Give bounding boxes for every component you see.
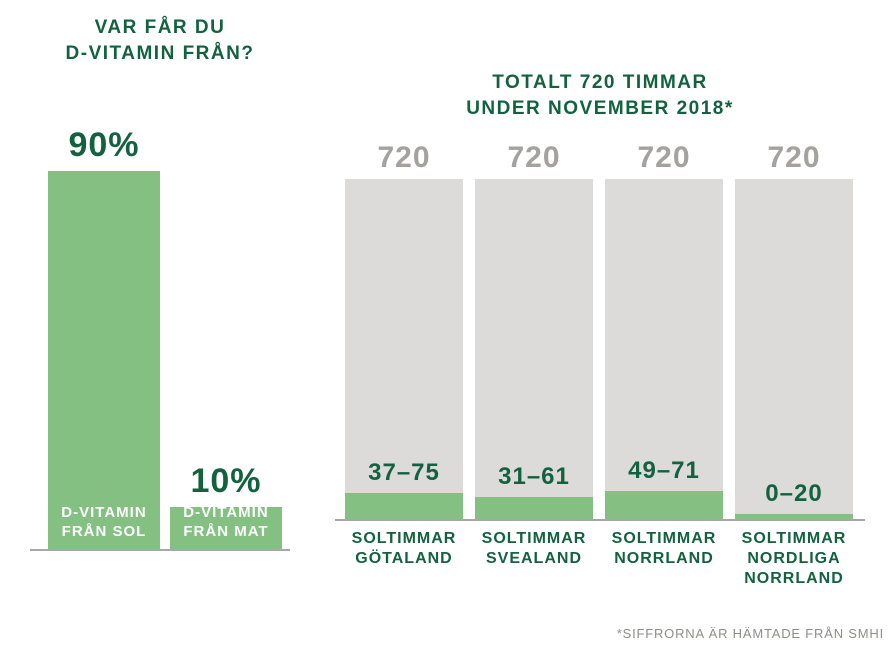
- left-chart-title: VAR FÅR DU D-VITAMIN FRÅN?: [30, 15, 290, 66]
- right-bar-norrland-total: 720: [605, 141, 723, 175]
- left-bar-sun-label-l1: D-VITAMIN: [61, 504, 146, 521]
- vitamin-d-source-chart: VAR FÅR DU D-VITAMIN FRÅN? 90% D-VITAMIN…: [30, 15, 290, 570]
- right-bar-norrland-value: 49–71: [605, 457, 723, 485]
- right-bar-gotaland-bg: 37–75: [345, 179, 463, 519]
- right-chart-xlabels: SOLTIMMAR GÖTALAND SOLTIMMAR SVEALAND SO…: [335, 529, 865, 599]
- left-bar-food-fill: D-VITAMIN FRÅN MAT: [170, 507, 282, 549]
- right-bar-norrland: 720 49–71: [605, 141, 723, 519]
- left-bar-food: 10% D-VITAMIN FRÅN MAT: [170, 462, 282, 549]
- left-bar-food-label: D-VITAMIN FRÅN MAT: [183, 504, 268, 542]
- left-bar-sun-label: D-VITAMIN FRÅN SOL: [61, 504, 146, 542]
- right-chart-title: TOTALT 720 TIMMAR UNDER NOVEMBER 2018*: [335, 70, 865, 121]
- right-bar-nordliga-total: 720: [735, 141, 853, 175]
- right-bar-svealand: 720 31–61: [475, 141, 593, 519]
- infographic-page: VAR FÅR DU D-VITAMIN FRÅN? 90% D-VITAMIN…: [0, 0, 892, 649]
- right-bar-norrland-bg: 49–71: [605, 179, 723, 519]
- left-title-line2: D-VITAMIN FRÅN?: [66, 43, 255, 64]
- left-chart-plot: 90% D-VITAMIN FRÅN SOL 10% D-VITAMIN FRÅ…: [30, 81, 290, 551]
- right-bar-nordliga-bg: 0–20: [735, 179, 853, 519]
- right-bar-gotaland: 720 37–75: [345, 141, 463, 519]
- right-xlabel-svealand: SOLTIMMAR SVEALAND: [475, 529, 593, 569]
- left-title-line1: VAR FÅR DU: [95, 17, 226, 38]
- sun-hours-chart: TOTALT 720 TIMMAR UNDER NOVEMBER 2018* 7…: [335, 70, 865, 630]
- footnote: *SIFFRORNA ÄR HÄMTADE FRÅN SMHI: [617, 626, 884, 641]
- right-bar-norrland-fill: [605, 491, 723, 519]
- right-title-line1: TOTALT 720 TIMMAR: [492, 72, 708, 93]
- left-bar-sun-fill: D-VITAMIN FRÅN SOL: [48, 171, 160, 549]
- right-bar-nordliga-norrland: 720 0–20: [735, 141, 853, 519]
- right-xlabel-norrland: SOLTIMMAR NORRLAND: [605, 529, 723, 569]
- left-bar-sun: 90% D-VITAMIN FRÅN SOL: [48, 126, 160, 549]
- right-bar-gotaland-value: 37–75: [345, 459, 463, 487]
- right-bar-svealand-total: 720: [475, 141, 593, 175]
- left-bar-sun-value: 90%: [48, 126, 160, 165]
- right-chart-plot: 720 37–75 720 31–61 720 49–71: [335, 141, 865, 521]
- right-xlabel-gotaland: SOLTIMMAR GÖTALAND: [345, 529, 463, 569]
- right-bar-svealand-value: 31–61: [475, 463, 593, 491]
- right-bar-nordliga-value: 0–20: [735, 480, 853, 508]
- right-bar-gotaland-total: 720: [345, 141, 463, 175]
- right-bar-nordliga-fill: [735, 514, 853, 519]
- right-title-line2: UNDER NOVEMBER 2018*: [466, 98, 734, 119]
- right-bar-svealand-fill: [475, 497, 593, 519]
- left-bar-food-label-l2: FRÅN MAT: [183, 523, 268, 540]
- right-bar-svealand-bg: 31–61: [475, 179, 593, 519]
- left-bar-sun-label-l2: FRÅN SOL: [62, 523, 147, 540]
- right-bar-gotaland-fill: [345, 493, 463, 519]
- left-bar-food-value: 10%: [170, 462, 282, 501]
- right-xlabel-nordliga: SOLTIMMAR NORDLIGA NORRLAND: [735, 529, 853, 589]
- left-bar-food-label-l1: D-VITAMIN: [183, 504, 268, 521]
